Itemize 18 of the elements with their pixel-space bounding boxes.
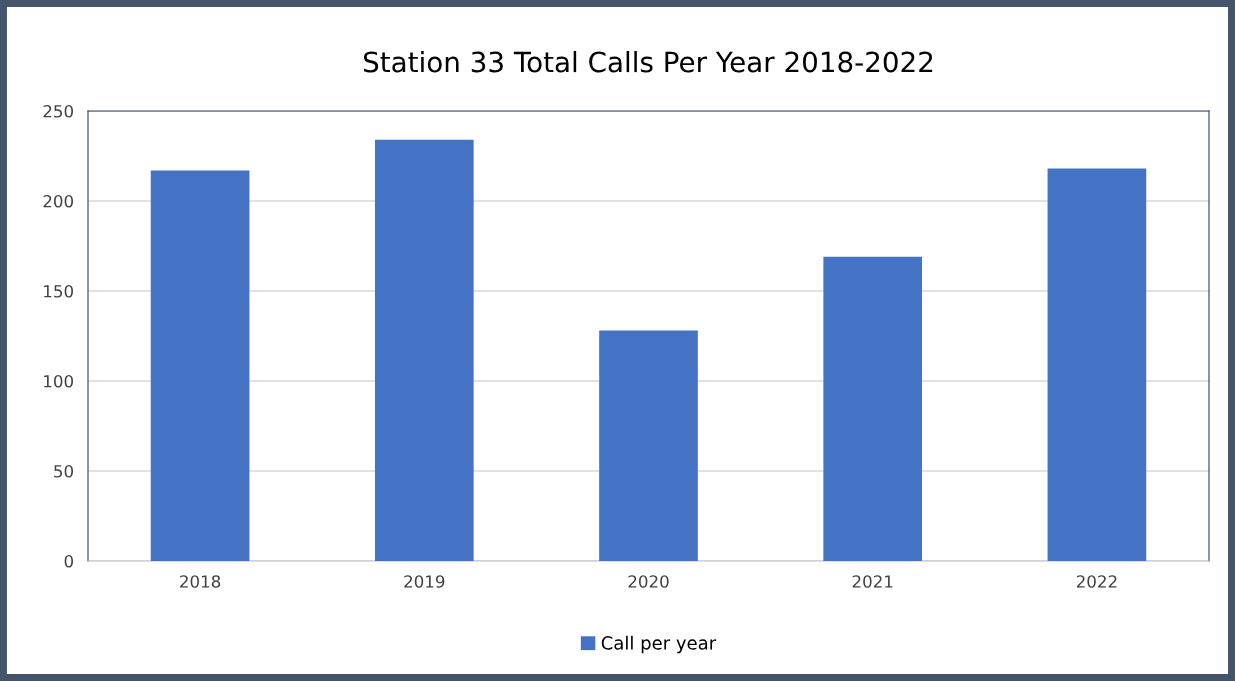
y-tick-label: 200 [43,194,73,208]
bar [823,256,923,561]
bar [599,330,698,561]
bar [150,170,250,561]
bar [374,139,474,561]
x-tick-label: 2022 [1076,575,1117,588]
x-tick-label: 2021 [852,575,893,588]
y-tick-label: 100 [44,374,73,388]
y-tick-label: 0 [64,554,73,568]
y-tick-label: 50 [54,464,73,478]
x-tick-label: 2019 [404,575,445,588]
x-tick-label: 2018 [180,575,221,588]
legend-label: Call per year [601,635,717,654]
y-tick-label: 250 [43,104,73,118]
y-tick-label: 150 [44,284,73,298]
x-tick-label: 2020 [628,575,669,588]
chart-title: Station 33 Total Calls Per Year 2018-2022 [363,51,933,73]
bar [1047,168,1147,561]
